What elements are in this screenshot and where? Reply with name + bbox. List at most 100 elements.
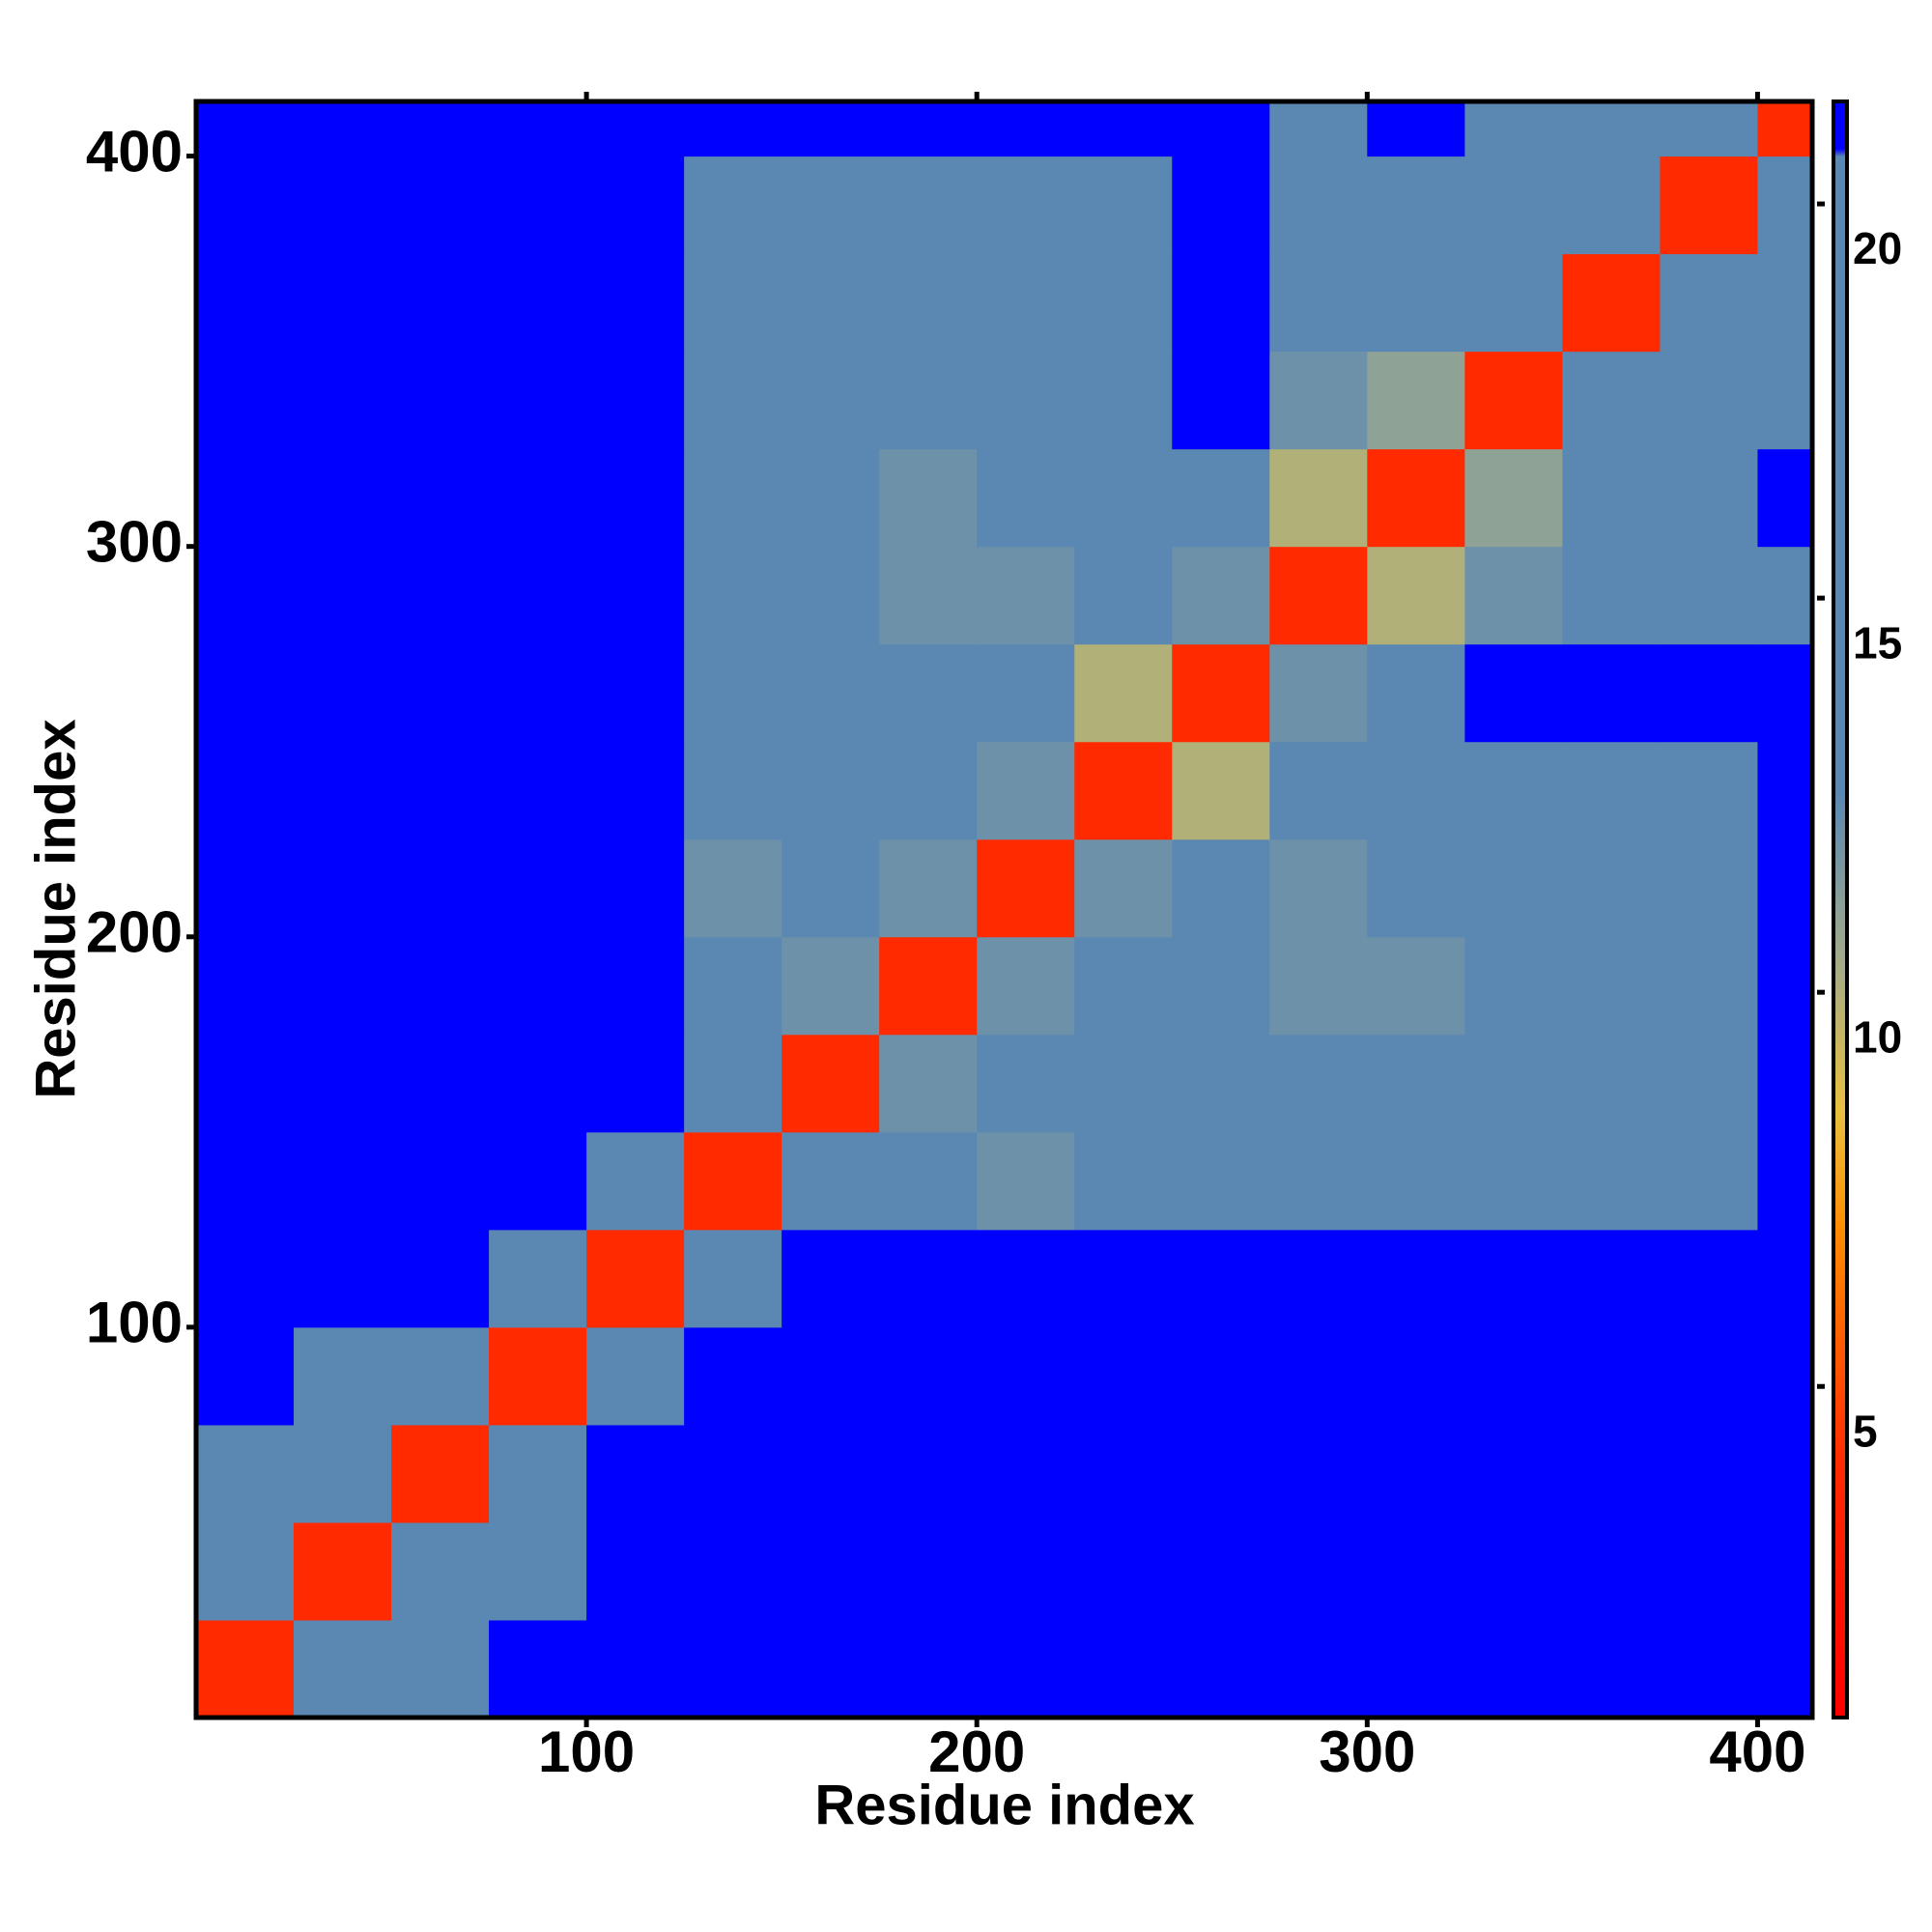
heatmap-cell (1562, 1034, 1661, 1133)
heatmap-cell (1172, 101, 1270, 157)
heatmap-cell (1660, 838, 1758, 938)
heatmap-cell (1562, 1619, 1661, 1719)
heatmap-cell (1660, 351, 1758, 450)
heatmap-cell (1660, 741, 1758, 840)
heatmap-cell (1660, 156, 1758, 255)
heatmap-cell (977, 156, 1075, 255)
heatmap-cell (196, 838, 295, 938)
heatmap-cell (391, 448, 490, 548)
heatmap-cell (1074, 156, 1173, 255)
heatmap-cell (1757, 1229, 1813, 1328)
heatmap-cell (489, 838, 587, 938)
heatmap-cell (1464, 1521, 1563, 1621)
heatmap-cell (1562, 1424, 1661, 1523)
heatmap-cell (1074, 351, 1173, 450)
heatmap-cell (391, 1424, 490, 1523)
heatmap-cell (391, 101, 490, 157)
heatmap-cell (1269, 101, 1368, 157)
heatmap-cell (294, 838, 392, 938)
heatmap-cell (1269, 1131, 1368, 1231)
heatmap-cell (1172, 838, 1270, 938)
heatmap-cell (879, 156, 978, 255)
heatmap-cell (196, 741, 295, 840)
heatmap-cell (781, 1326, 880, 1426)
heatmap-cell (781, 448, 880, 548)
heatmap-cell (1269, 643, 1368, 743)
heatmap-cell (1074, 838, 1173, 938)
heatmap-cell (1660, 1034, 1758, 1133)
heatmap-cell (1074, 936, 1173, 1036)
heatmap-cell (1562, 643, 1661, 743)
heatmap-cell (391, 351, 490, 450)
heatmap-cell (586, 1521, 685, 1621)
heatmap-cell (684, 1034, 782, 1133)
heatmap-cell (489, 448, 587, 548)
heatmap-cell (781, 741, 880, 840)
heatmap-cell (684, 741, 782, 840)
heatmap-cell (1464, 546, 1563, 645)
heatmap-cell (1269, 253, 1368, 353)
heatmap-cell (1074, 1619, 1173, 1719)
heatmap-cell (586, 1619, 685, 1719)
heatmap-cell (489, 253, 587, 353)
heatmap-cell (977, 448, 1075, 548)
heatmap-cell (1367, 1131, 1465, 1231)
heatmap-cell (1074, 546, 1173, 645)
heatmap-cell (781, 1619, 880, 1719)
heatmap-cell (294, 1326, 392, 1426)
heatmap-cell (1660, 101, 1758, 157)
heatmap-cell (391, 1034, 490, 1133)
y-axis-title: Residue index (24, 719, 87, 1098)
heatmap-cell (489, 1034, 587, 1133)
heatmap-cell (1660, 546, 1758, 645)
heatmap-cell (1562, 1229, 1661, 1328)
heatmap-cell (391, 546, 490, 645)
heatmap-cell (1074, 1326, 1173, 1426)
heatmap-cell (1757, 351, 1813, 450)
heatmap-cell (1269, 838, 1368, 938)
heatmap-cell (1562, 253, 1661, 353)
heatmap-cell (1172, 1619, 1270, 1719)
heatmap-cell (1367, 741, 1465, 840)
heatmap-cell (1172, 1326, 1270, 1426)
heatmap-cell (977, 546, 1075, 645)
heatmap-cell (879, 351, 978, 450)
heatmap-cell (489, 1131, 587, 1231)
heatmap-cell (391, 156, 490, 255)
heatmap-cell (879, 1131, 978, 1231)
heatmap-cell (1757, 1326, 1813, 1426)
heatmap-cell (684, 936, 782, 1036)
heatmap-cell (294, 1034, 392, 1133)
heatmap-cell (1562, 351, 1661, 450)
heatmap-cell (684, 101, 782, 157)
heatmap-cell (1464, 838, 1563, 938)
heatmap-cell (294, 448, 392, 548)
heatmap-cell (977, 351, 1075, 450)
heatmap-cell (1269, 448, 1368, 548)
heatmap-cell (1757, 253, 1813, 353)
heatmap-cell (586, 448, 685, 548)
heatmap-cell (1269, 156, 1368, 255)
heatmap-cell (879, 253, 978, 353)
heatmap-cell (684, 253, 782, 353)
heatmap-cell (1464, 253, 1563, 353)
heatmap-cell (781, 1034, 880, 1133)
heatmap-cell (879, 936, 978, 1036)
heatmap-cell (196, 1619, 295, 1719)
heatmap-cell (196, 101, 295, 157)
heatmap-cell (1562, 101, 1661, 157)
heatmap-cell (586, 101, 685, 157)
heatmap-cell (489, 936, 587, 1036)
heatmap-cell (1757, 1619, 1813, 1719)
colorbar (1832, 99, 1849, 1719)
heatmap-cell (391, 1326, 490, 1426)
heatmap-cell (586, 741, 685, 840)
heatmap-cell (879, 838, 978, 938)
heatmap-cell (1269, 1424, 1368, 1523)
heatmap-cell (1172, 1229, 1270, 1328)
heatmap-cell (684, 838, 782, 938)
heatmap-cell (196, 253, 295, 353)
heatmap-cell (294, 1131, 392, 1231)
heatmap-cell (489, 546, 587, 645)
heatmap-cell (977, 936, 1075, 1036)
